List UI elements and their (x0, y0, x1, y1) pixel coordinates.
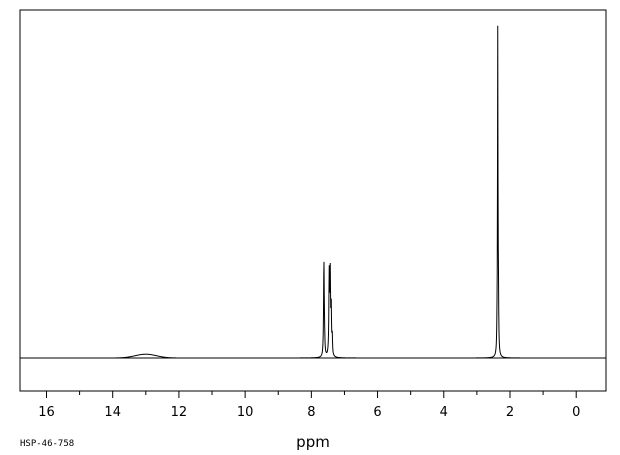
x-tick-label: 16 (38, 405, 55, 420)
sample-code-label: HSP-46-758 (20, 439, 74, 449)
x-tick-label: 6 (373, 405, 381, 420)
x-axis-ticks (45, 391, 577, 398)
x-tick-label: 10 (237, 405, 254, 420)
x-tick-label: 2 (506, 405, 514, 420)
x-axis-title: ppm (296, 433, 330, 451)
plot-frame (19, 9, 607, 392)
x-axis-tick-labels: 16 14 12 10 8 6 4 2 0 (38, 405, 580, 420)
x-tick-label: 4 (440, 405, 448, 420)
x-tick-label: 8 (307, 405, 315, 420)
x-tick-label: 14 (104, 405, 121, 420)
x-tick-label: 0 (572, 405, 580, 420)
x-tick-label: 12 (171, 405, 188, 420)
spectrum-line (22, 25, 604, 359)
